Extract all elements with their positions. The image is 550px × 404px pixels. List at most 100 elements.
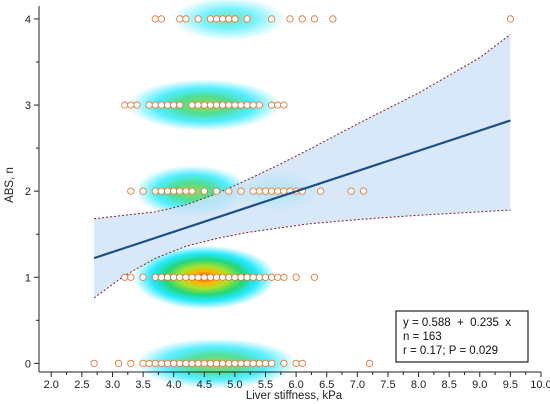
data-point (225, 187, 233, 195)
data-point (200, 359, 208, 368)
data-point (170, 273, 178, 281)
data-point (249, 187, 257, 195)
data-point (127, 187, 135, 195)
data-point (163, 101, 172, 109)
x-tick-label: 8.5 (442, 379, 457, 391)
data-point (292, 359, 300, 368)
data-point (163, 187, 172, 195)
data-point (206, 273, 215, 281)
y-tick-label: 3 (25, 100, 31, 112)
x-tick-label: 5.5 (258, 379, 273, 391)
data-point (200, 273, 208, 281)
data-point (267, 273, 276, 281)
data-point (182, 187, 190, 195)
data-point (188, 187, 196, 195)
data-point (212, 101, 221, 109)
data-point (261, 273, 270, 281)
data-point (151, 273, 159, 281)
data-point (176, 273, 184, 281)
data-point (206, 15, 215, 23)
data-point (280, 187, 288, 195)
axes-layer: 2.0 2.5 3.0 3.5 4.0 4.5 5.0 5.5 6.0 6.5 7.0 7.5 8.0 8… (25, 6, 550, 391)
confidence-band (94, 34, 511, 298)
data-point (219, 359, 227, 368)
data-point (170, 359, 178, 368)
data-point (365, 359, 374, 368)
data-point (212, 15, 221, 23)
data-point (145, 101, 153, 109)
data-point (170, 187, 178, 195)
data-point (219, 15, 227, 23)
data-point (237, 187, 245, 195)
data-point (170, 101, 178, 109)
x-tick-label: 7.0 (350, 379, 365, 391)
data-point (139, 273, 147, 281)
regression-line (93, 119, 511, 260)
data-point (139, 359, 147, 368)
data-point (90, 359, 98, 368)
data-point (506, 15, 515, 23)
data-point (176, 15, 184, 23)
data-point (163, 359, 172, 368)
data-point (200, 187, 208, 195)
x-tick-label: 8.0 (411, 379, 426, 391)
stats-n: n = 163 (403, 331, 442, 343)
y-tick-label: 1 (25, 272, 31, 284)
stats-equation: y = 0.588 + 0.235 x (403, 317, 511, 329)
data-point (225, 273, 233, 281)
data-point (255, 273, 264, 281)
data-point (157, 273, 166, 281)
data-point (243, 273, 251, 281)
data-point (157, 359, 166, 368)
data-point (267, 15, 276, 23)
data-point (188, 101, 196, 109)
data-point (194, 273, 202, 281)
data-point (127, 359, 135, 368)
data-point (359, 187, 368, 195)
data-point (347, 187, 355, 195)
data-point (292, 273, 300, 281)
data-point (249, 359, 257, 368)
y-tick-label: 4 (25, 14, 31, 26)
data-point (243, 15, 251, 23)
data-point (212, 359, 221, 368)
data-point (231, 101, 239, 109)
data-point (298, 15, 306, 23)
data-point (274, 101, 282, 109)
data-point (206, 101, 215, 109)
y-axis-label: ABS, n (4, 167, 16, 203)
data-point (194, 359, 202, 368)
data-point (274, 273, 282, 281)
data-point (261, 359, 270, 368)
data-point (225, 359, 233, 368)
data-point (121, 273, 129, 281)
data-point (194, 15, 202, 23)
data-point (121, 101, 129, 109)
data-point (194, 101, 202, 109)
x-tick-label: 10.0 (530, 379, 550, 391)
data-point (249, 101, 257, 109)
data-point (212, 187, 221, 195)
data-point (255, 101, 264, 109)
confidence-upper-edge (94, 34, 511, 220)
x-tick-label: 6.5 (319, 379, 334, 391)
stats-r-p: r = 0.17; P = 0.029 (403, 345, 498, 357)
x-axis-label: Liver stiffness, kPa (246, 390, 343, 402)
data-point (182, 359, 190, 368)
data-point (267, 101, 276, 109)
stats-box: y = 0.588 + 0.235 x n = 163 r = 0.17; P … (395, 310, 529, 363)
regression-line-layer (93, 119, 511, 260)
data-point (249, 273, 257, 281)
x-tick-label: 2.5 (74, 379, 89, 391)
data-point (237, 273, 245, 281)
data-point (225, 101, 233, 109)
data-point (267, 359, 276, 368)
data-point (219, 273, 227, 281)
data-point (182, 15, 190, 23)
data-point (163, 273, 172, 281)
data-point (188, 359, 196, 368)
x-tick-label: 6.0 (288, 379, 303, 391)
x-tick-label: 9.5 (503, 379, 518, 391)
data-point (176, 187, 184, 195)
